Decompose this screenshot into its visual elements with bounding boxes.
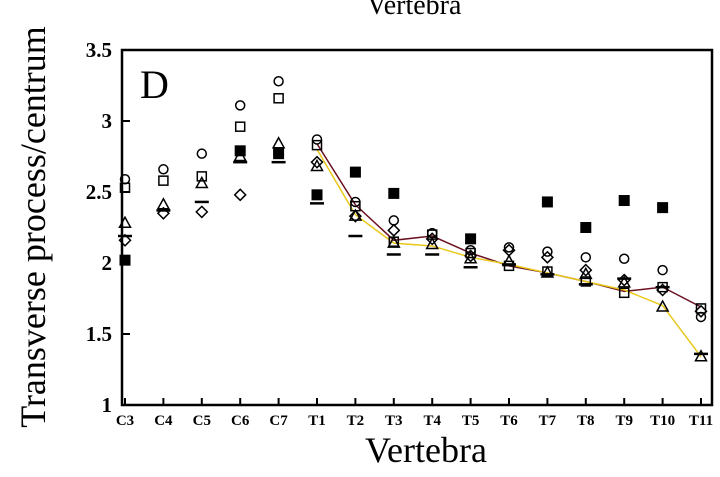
point-open-triangle <box>540 265 555 278</box>
point-open-diamond <box>118 233 132 247</box>
point-filled-square <box>273 148 285 160</box>
x-tick-label: T4 <box>423 413 441 429</box>
point-open-circle <box>158 164 169 175</box>
point-open-square <box>311 139 323 151</box>
point-open-triangle <box>655 299 670 312</box>
x-tick-label: T9 <box>615 413 633 429</box>
top-text: Vertebra <box>367 0 462 21</box>
point-filled-square <box>388 187 400 199</box>
point-filled-square <box>465 233 477 245</box>
point-filled-square <box>657 202 669 214</box>
point-open-square <box>465 247 476 259</box>
point-open-circle <box>311 134 323 145</box>
point-open-triangle <box>271 136 286 149</box>
x-tick-label: T10 <box>650 413 675 429</box>
x-axis-label: Vertebra <box>365 430 487 470</box>
y-tick-label: 1.5 <box>86 322 112 346</box>
point-open-triangle <box>694 349 708 362</box>
panel-label: D <box>140 62 169 107</box>
point-open-square <box>158 175 169 186</box>
point-open-square <box>618 287 630 299</box>
point-open-triangle <box>233 148 247 162</box>
point-open-circle <box>580 252 592 263</box>
point-open-diamond <box>464 249 478 263</box>
y-tick-label: 1 <box>102 393 113 417</box>
y-tick-label: 2 <box>102 251 113 275</box>
x-tick-label: T7 <box>539 413 557 429</box>
point-open-circle <box>542 246 553 257</box>
point-open-circle <box>657 264 668 276</box>
point-filled-square <box>349 166 361 178</box>
point-open-diamond <box>310 155 324 169</box>
point-open-square <box>234 121 246 132</box>
point-open-diamond <box>233 188 247 202</box>
point-open-diamond <box>694 304 708 318</box>
x-tick-label: C7 <box>269 413 288 429</box>
point-open-square <box>580 276 592 287</box>
y-tick-label: 2.5 <box>86 180 112 204</box>
point-open-triangle <box>118 215 132 228</box>
point-open-triangle <box>425 236 439 250</box>
x-tick-label: T5 <box>462 413 480 429</box>
point-filled-square <box>119 254 131 266</box>
point-open-square <box>196 171 208 182</box>
x-tick-label: T6 <box>500 413 518 429</box>
point-open-triangle <box>195 175 209 189</box>
plot-frame <box>120 48 714 407</box>
point-open-triangle <box>310 158 324 172</box>
point-open-circle <box>273 75 284 87</box>
point-open-square <box>273 93 284 104</box>
x-tick-label: T3 <box>385 413 403 429</box>
point-filled-square <box>541 196 553 208</box>
point-open-diamond <box>540 250 554 264</box>
point-open-circle <box>618 253 630 264</box>
point-filled-square <box>311 189 323 201</box>
point-open-diamond <box>425 232 439 246</box>
x-tick-label: C5 <box>193 413 211 429</box>
y-tick-label: 3.5 <box>86 38 112 62</box>
point-open-square <box>695 303 707 314</box>
y-tick-label: 3 <box>102 109 113 133</box>
x-tick-label: T1 <box>308 413 326 429</box>
point-open-triangle <box>387 235 401 248</box>
point-open-diamond <box>579 263 593 277</box>
point-open-circle <box>196 148 208 159</box>
x-tick-label: T11 <box>689 413 713 429</box>
point-open-triangle <box>348 208 363 221</box>
x-tick-label: T8 <box>577 413 595 429</box>
x-tick-label: C6 <box>231 413 250 429</box>
point-open-diamond <box>348 209 362 223</box>
point-open-diamond <box>502 243 516 257</box>
trend-line-1 <box>316 143 702 308</box>
y-axis-label: Transverse process/centrum <box>13 26 53 428</box>
point-filled-square <box>618 195 630 207</box>
trend-line-2 <box>316 149 702 358</box>
point-open-square <box>119 182 131 193</box>
point-filled-square <box>580 222 592 233</box>
x-tick-label: C3 <box>116 413 134 429</box>
point-open-circle <box>388 215 400 226</box>
point-open-circle <box>234 100 246 111</box>
x-tick-label: C4 <box>154 413 173 429</box>
point-open-diamond <box>387 223 401 237</box>
x-tick-label: T2 <box>347 413 365 429</box>
point-open-circle <box>503 242 515 253</box>
point-open-diamond <box>195 205 209 219</box>
